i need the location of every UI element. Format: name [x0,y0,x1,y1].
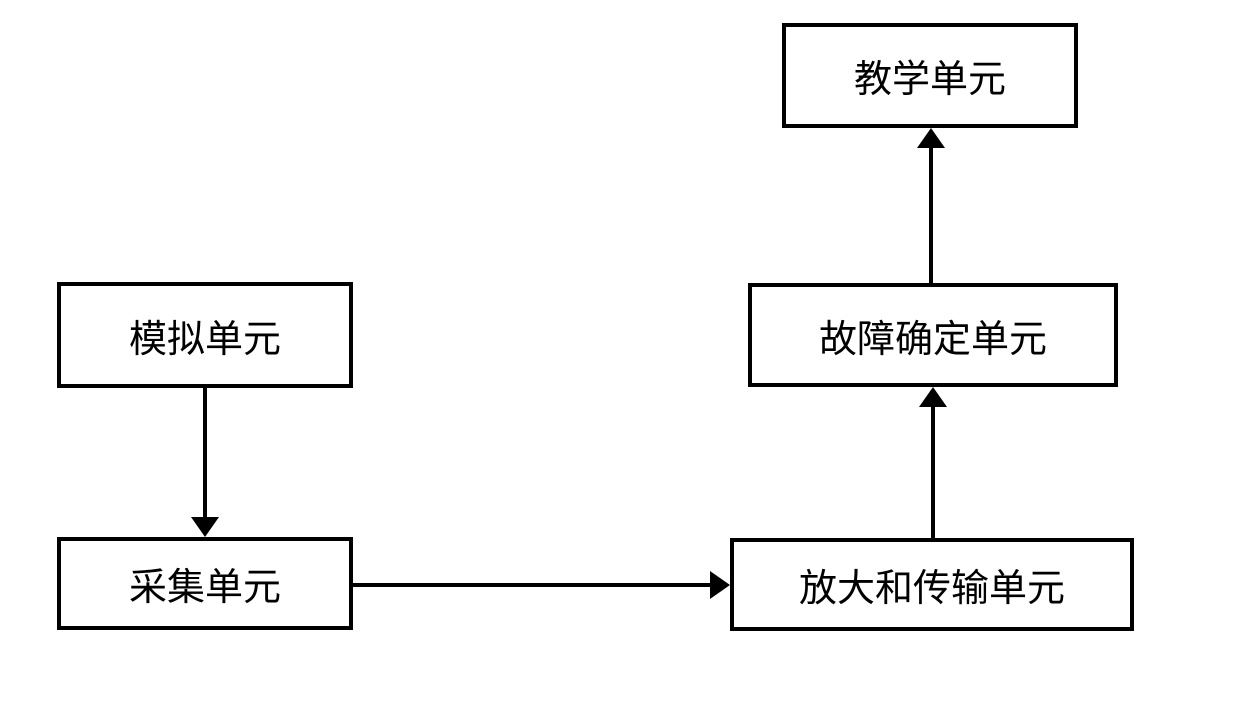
node-simulation: 模拟单元 [57,282,353,388]
arrowhead-up-icon [919,387,947,407]
node-collection: 采集单元 [57,537,353,630]
node-amplify: 放大和传输单元 [730,538,1134,631]
arrowhead-down-icon [191,517,219,537]
edge-amplify-fault [931,405,935,538]
node-label: 教学单元 [854,48,1006,103]
arrowhead-right-icon [710,571,730,599]
node-label: 故障确定单元 [819,308,1047,363]
node-fault: 故障确定单元 [748,283,1118,387]
node-teaching: 教学单元 [782,23,1078,128]
edge-simulation-collection [203,388,207,519]
edge-fault-teaching [929,146,933,283]
arrowhead-up-icon [917,128,945,148]
edge-collection-amplify [353,583,710,587]
node-label: 放大和传输单元 [799,557,1065,612]
node-label: 模拟单元 [129,308,281,363]
node-label: 采集单元 [129,556,281,611]
